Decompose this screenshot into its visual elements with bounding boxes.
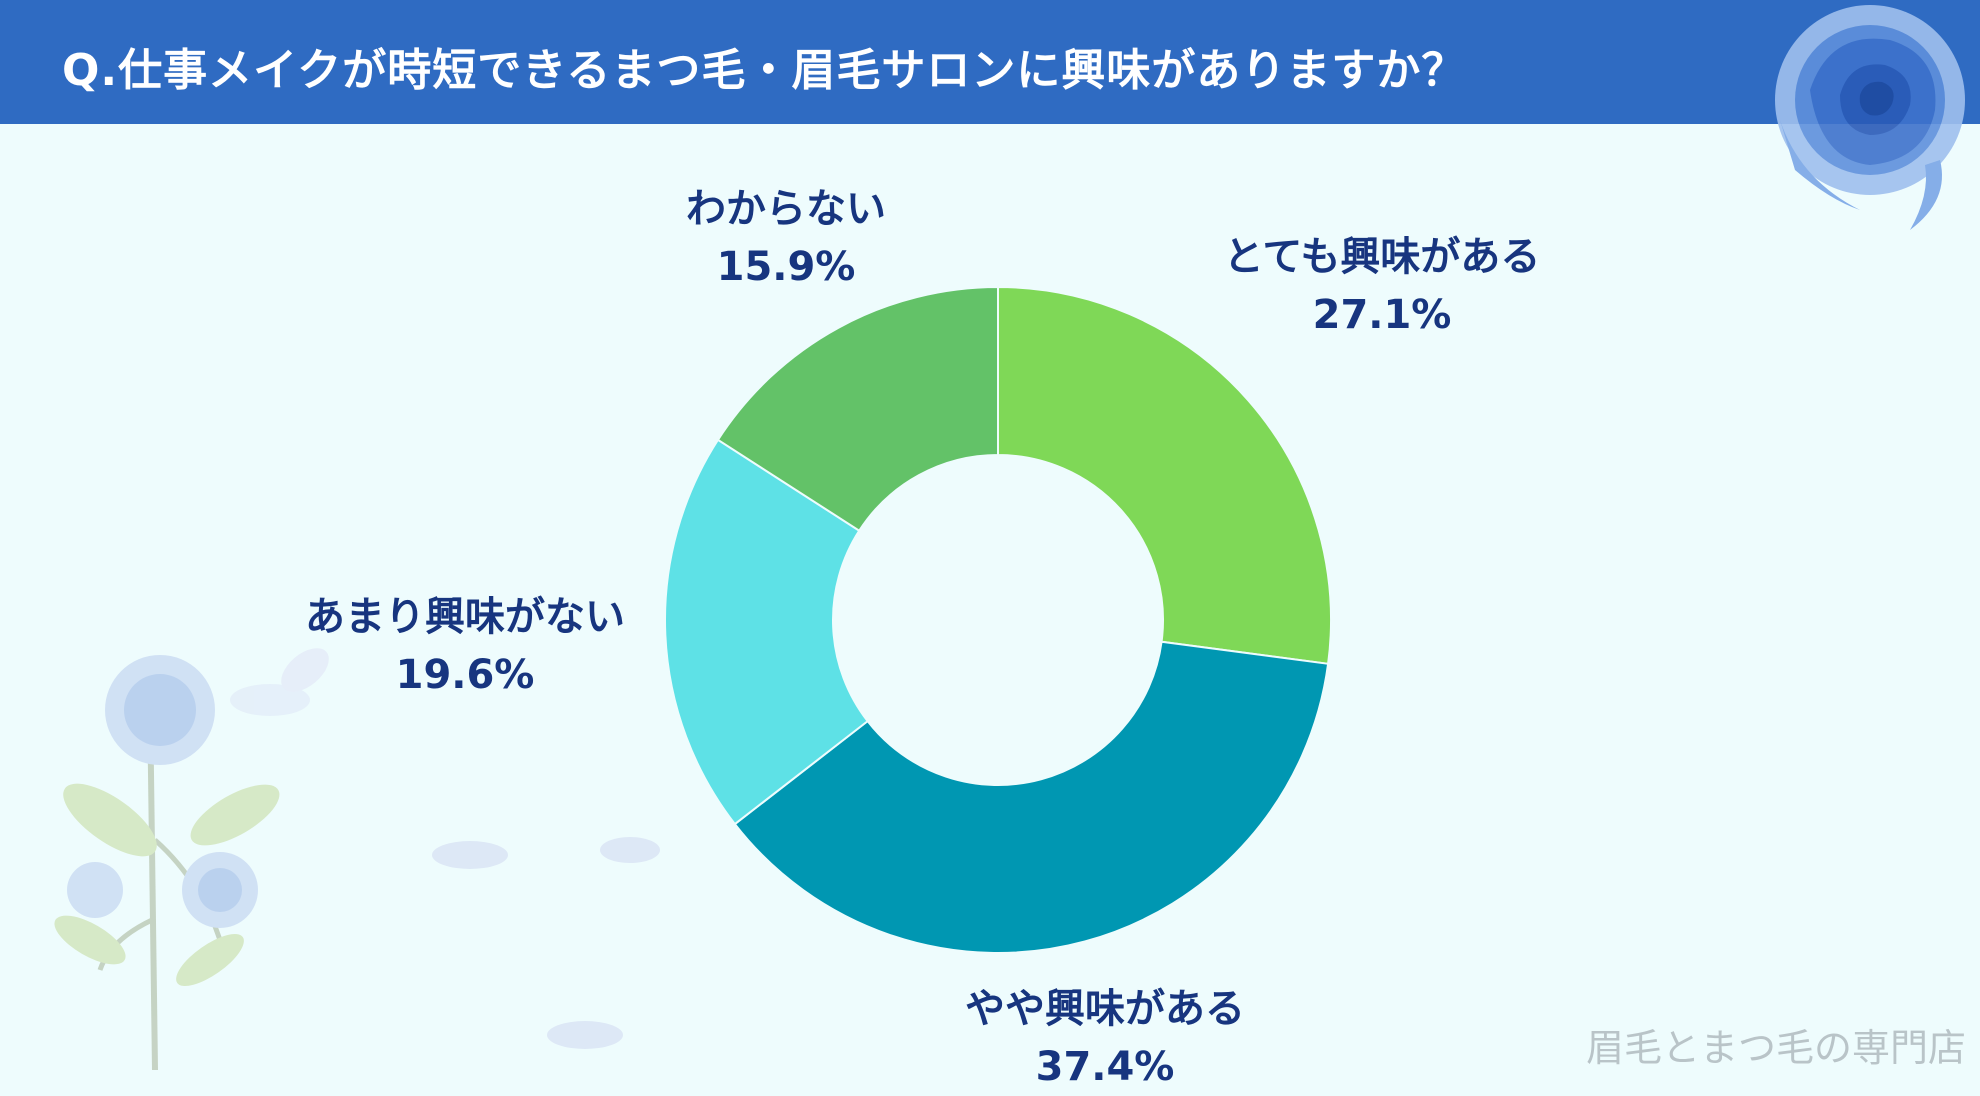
blue-rose-branch-icon <box>54 655 310 1071</box>
slice-category-label: あまり興味がない <box>305 594 625 640</box>
donut-slice-3 <box>664 438 870 826</box>
petal-icon <box>432 837 660 869</box>
page-title: Q.仕事メイクが時短できるまつ毛・眉毛サロンに興味がありますか？ <box>62 45 1467 96</box>
blue-rose-icon <box>1775 5 1965 230</box>
petal-icon <box>281 648 329 692</box>
slice-label-3: あまり興味がない 19.6% <box>305 588 625 704</box>
slice-value-label: 15.9% <box>716 244 856 290</box>
header-bar: Q.仕事メイクが時短できるまつ毛・眉毛サロンに興味がありますか？ <box>0 0 1980 124</box>
slice-category-label: わからない <box>686 186 886 232</box>
donut-slice-2 <box>733 640 1330 954</box>
slice-category-label: とても興味がある <box>1223 234 1541 280</box>
slice-label-4: わからない 15.9% <box>686 180 886 296</box>
slice-value-label: 37.4% <box>1035 1044 1175 1090</box>
petal-icon <box>547 1021 623 1049</box>
slice-label-1: とても興味がある 27.1% <box>1224 228 1541 344</box>
slice-category-label: やや興味がある <box>965 986 1245 1032</box>
slice-value-label: 19.6% <box>395 652 535 698</box>
slice-label-2: やや興味がある 37.4% <box>965 980 1245 1096</box>
donut-slice-1 <box>997 285 1333 665</box>
slice-value-label: 27.1% <box>1312 292 1452 338</box>
watermark: 眉毛とまつ毛の専門店 <box>1585 1026 1966 1070</box>
donut-slice-4 <box>716 285 999 533</box>
